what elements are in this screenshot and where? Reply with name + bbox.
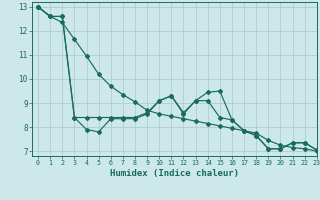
X-axis label: Humidex (Indice chaleur): Humidex (Indice chaleur) [110, 169, 239, 178]
